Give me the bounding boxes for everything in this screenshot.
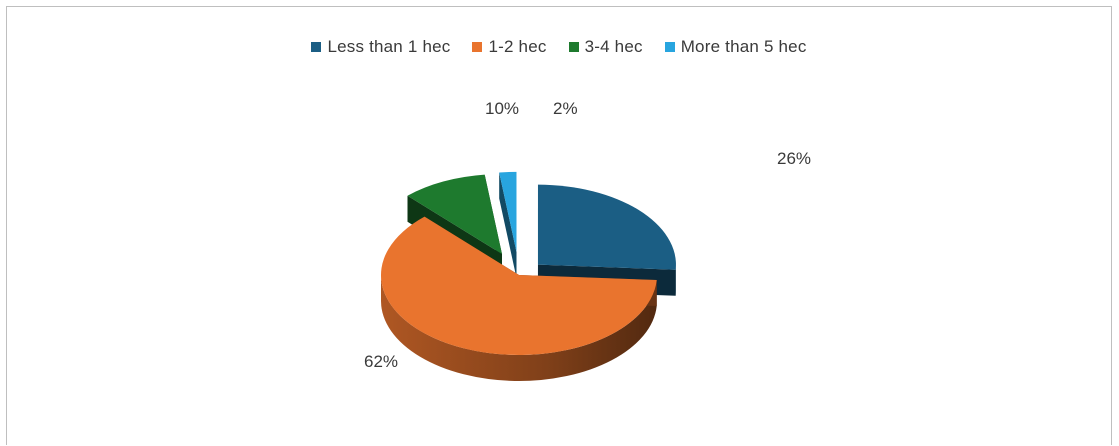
- chart-area: Less than 1 hec 1-2 hec 3-4 hec More tha…: [6, 6, 1112, 445]
- data-label-2: 10%: [485, 99, 519, 118]
- pie-slice-top: [538, 185, 676, 270]
- pie-chart: 26% 62% 10% 2%: [7, 7, 1113, 446]
- data-label-1: 62%: [364, 352, 398, 371]
- data-label-3: 2%: [553, 99, 578, 118]
- pie-slice-top: [499, 172, 516, 252]
- data-label-0: 26%: [777, 149, 811, 168]
